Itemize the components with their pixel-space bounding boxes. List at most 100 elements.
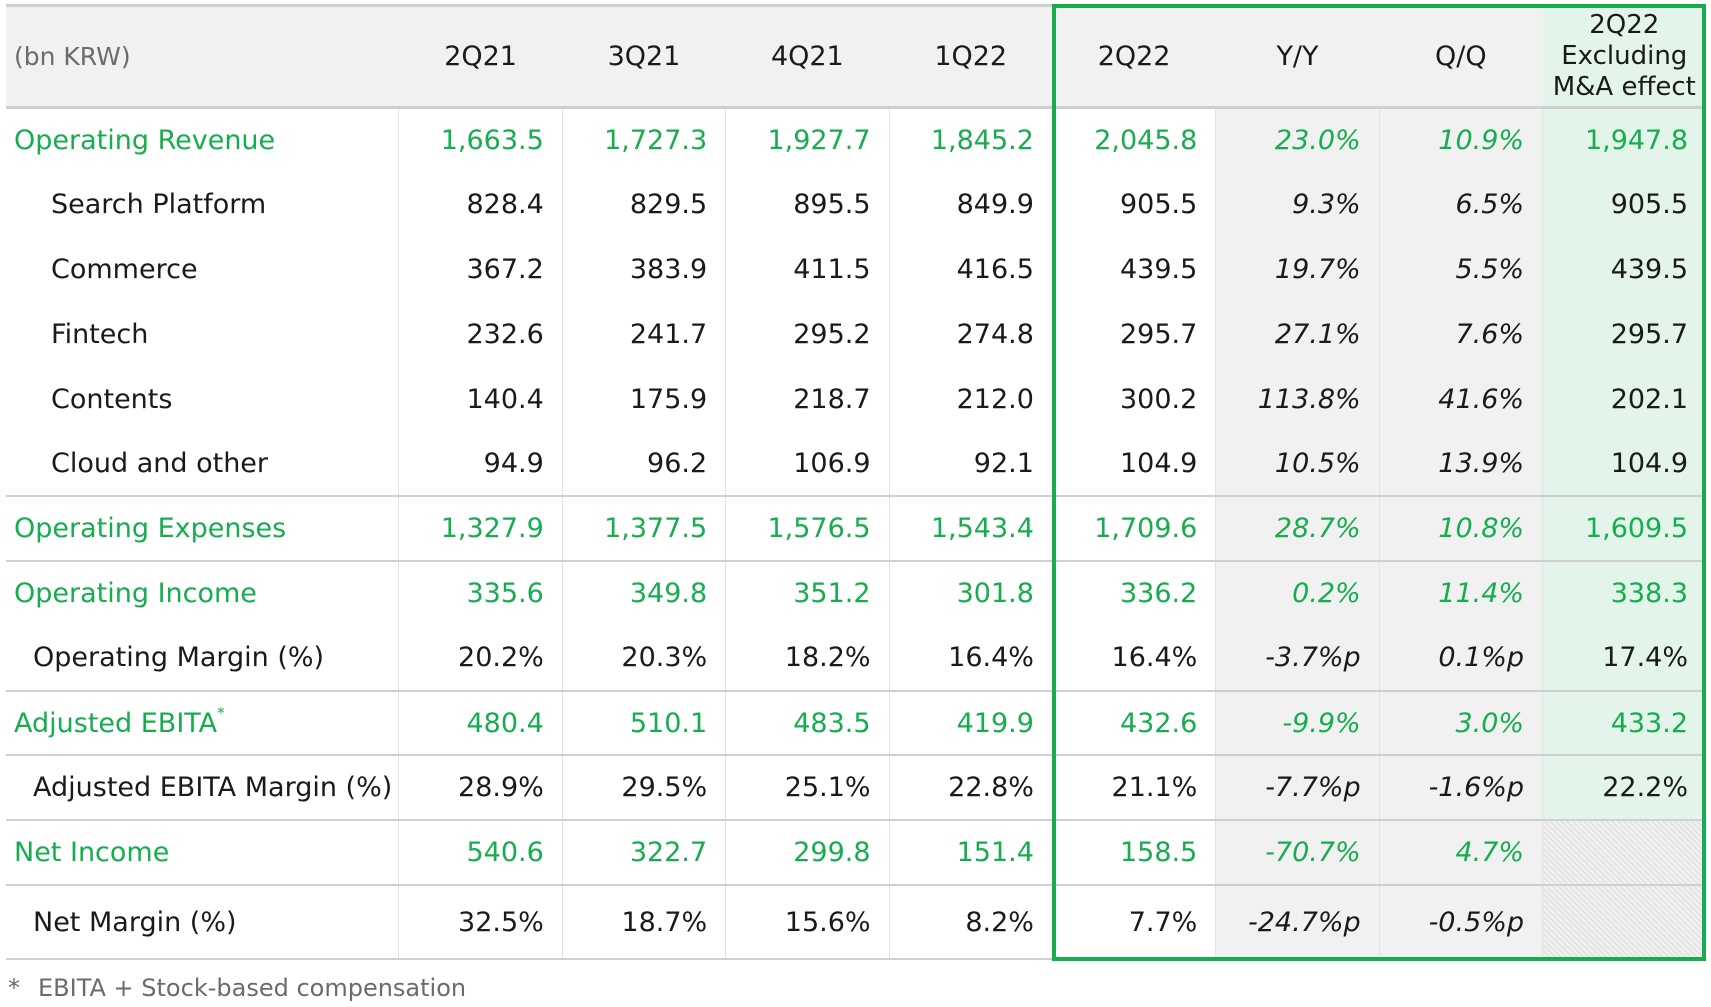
table-row: Fintech 232.6 241.7 295.2 274.8 295.7 27.1% 7.6… [6,301,1706,367]
financial-summary-table-wrapper: (bn KRW) 2Q21 3Q21 4Q21 1Q22 2Q22 Y/Y Q/… [6,4,1706,961]
cell-4q21: 15.6% [725,884,890,961]
col-header-qq: Q/Q [1379,4,1543,109]
cell-3q21: 383.9 [561,237,726,302]
row-label-text: Adjusted EBITA [14,707,218,739]
row-label: Operating Revenue [6,108,399,173]
col-header-1q22: 1Q22 [889,4,1053,109]
cell-3q21: 1,727.3 [561,107,726,173]
cell-2q22: 300.2 [1051,366,1216,432]
cell-2q22: 295.7 [1051,301,1216,367]
cell-2q21: 32.5% [398,884,563,961]
table-row: Net Income 540.6 322.7 299.8 151.4 158.5 -70.7… [6,819,1706,886]
cell-4q21: 1,576.5 [725,495,890,562]
cell-1q22: 151.4 [888,819,1053,886]
cell-3q21: 20.3% [561,625,726,691]
table-header-row: (bn KRW) 2Q21 3Q21 4Q21 1Q22 2Q22 Y/Y Q/… [6,4,1706,109]
cell-yy: 0.2% [1215,560,1380,626]
col-header-2q22: 2Q22 [1052,4,1216,109]
row-label-text: Operating Income [14,578,257,610]
cell-2q22: 432.6 [1051,689,1216,756]
row-label: Contents [6,367,399,432]
cell-1q22: 301.8 [888,560,1053,626]
cell-qq: -1.6%p [1378,754,1543,821]
cell-3q21: 349.8 [561,560,726,626]
table-row: Operating Income 335.6 349.8 351.2 301.8 336.… [6,560,1706,626]
cell-3q21: 1,377.5 [561,495,726,562]
cell-yy: -9.9% [1215,689,1380,756]
row-label: Fintech [6,302,399,367]
cell-2q21: 367.2 [398,237,563,302]
cell-2q21: 1,327.9 [398,495,563,562]
cell-2q22: 21.1% [1051,754,1216,821]
cell-qq: 13.9% [1378,431,1543,497]
row-label: Operating Margin (%) [6,626,399,691]
unit-label: (bn KRW) [6,4,399,109]
cell-1q22: 274.8 [888,301,1053,367]
cell-qq: 5.5% [1378,237,1543,302]
cell-1q22: 8.2% [888,884,1053,961]
cell-qq: 11.4% [1378,560,1543,626]
table-row: Contents 140.4 175.9 218.7 212.0 300.2 113.8% 4… [6,366,1706,432]
table-row: Cloud and other 94.9 96.2 106.9 92.1 104.9 10.… [6,431,1706,497]
cell-4q21: 25.1% [725,754,890,821]
row-label-text: Operating Expenses [14,513,287,545]
cell-2q21: 140.4 [398,366,563,432]
cell-4q21: 351.2 [725,560,890,626]
cell-2q22: 2,045.8 [1051,107,1216,173]
excl-header-line1: 2Q22 [1589,10,1660,40]
row-label-text: Net Margin (%) [33,906,237,938]
footnote-mark: * [8,974,20,1002]
cell-yy: -3.7%p [1215,625,1380,691]
cell-qq: 4.7% [1378,819,1543,886]
cell-3q21: 510.1 [561,689,726,756]
cell-1q22: 212.0 [888,366,1053,432]
cell-qq: 7.6% [1378,301,1543,367]
cell-1q22: 1,543.4 [888,495,1053,562]
cell-4q21: 483.5 [725,689,890,756]
cell-2q22: 905.5 [1051,172,1216,238]
cell-1q22: 92.1 [888,431,1053,497]
cell-1q22: 1,845.2 [888,107,1053,173]
cell-1q22: 22.8% [888,754,1053,821]
row-label-text: Operating Margin (%) [33,642,325,674]
cell-excl-ma: 202.1 [1542,366,1706,432]
cell-yy: 10.5% [1215,431,1380,497]
col-header-excl-ma: 2Q22 Excluding M&A effect [1542,4,1706,109]
cell-3q21: 29.5% [561,754,726,821]
cell-2q21: 335.6 [398,560,563,626]
cell-excl-ma: 338.3 [1542,560,1706,626]
cell-excl-ma: 295.7 [1542,301,1706,367]
row-label-text: Contents [51,383,173,415]
cell-2q21: 540.6 [398,819,563,886]
row-label: Net Income [6,819,399,886]
cell-excl-ma: 104.9 [1542,431,1706,497]
cell-yy: 19.7% [1215,237,1380,302]
footnote-text: EBITA + Stock-based compensation [38,974,467,1002]
cell-2q22: 158.5 [1051,819,1216,886]
cell-2q22: 16.4% [1051,625,1216,691]
cell-4q21: 18.2% [725,625,890,691]
col-header-yy: Y/Y [1215,4,1380,109]
row-label-text: Search Platform [51,189,267,221]
cell-qq: 41.6% [1378,366,1543,432]
cell-yy: 27.1% [1215,301,1380,367]
cell-3q21: 18.7% [561,884,726,961]
row-label: Cloud and other [6,431,399,496]
cell-excl-ma: 1,609.5 [1542,495,1706,562]
table-row: Operating Expenses 1,327.9 1,377.5 1,576.5 1… [6,495,1706,562]
cell-yy: 23.0% [1215,107,1380,173]
cell-qq: 10.9% [1378,107,1543,173]
cell-1q22: 849.9 [888,172,1053,238]
col-header-3q21: 3Q21 [562,4,726,109]
cell-yy: -70.7% [1215,819,1380,886]
cell-yy: -24.7%p [1215,884,1380,961]
cell-excl-ma: 439.5 [1542,237,1706,302]
cell-4q21: 299.8 [725,819,890,886]
table-body: Operating Revenue 1,663.5 1,727.3 1,927.7 1,… [6,107,1706,961]
cell-3q21: 96.2 [561,431,726,497]
cell-4q21: 218.7 [725,366,890,432]
cell-3q21: 322.7 [561,819,726,886]
row-label-text: Operating Revenue [14,125,276,157]
cell-2q21: 828.4 [398,172,563,238]
cell-yy: 9.3% [1215,172,1380,238]
